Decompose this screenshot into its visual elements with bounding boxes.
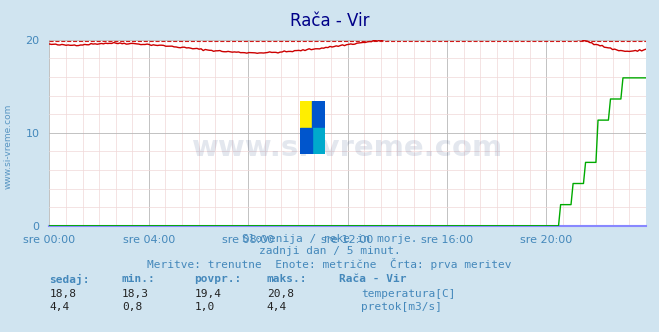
Text: temperatura[C]: temperatura[C]	[361, 289, 455, 299]
Text: 0,8: 0,8	[122, 302, 142, 312]
Text: Meritve: trenutne  Enote: metrične  Črta: prva meritev: Meritve: trenutne Enote: metrične Črta: …	[147, 258, 512, 270]
Text: www.si-vreme.com: www.si-vreme.com	[3, 103, 13, 189]
Text: Rača - Vir: Rača - Vir	[339, 274, 407, 284]
Bar	[312, 101, 325, 128]
Bar	[312, 128, 325, 154]
Text: zadnji dan / 5 minut.: zadnji dan / 5 minut.	[258, 246, 401, 256]
Text: www.si-vreme.com: www.si-vreme.com	[192, 134, 503, 162]
Text: sedaj:: sedaj:	[49, 274, 90, 285]
Text: pretok[m3/s]: pretok[m3/s]	[361, 302, 442, 312]
Text: min.:: min.:	[122, 274, 156, 284]
Text: 19,4: 19,4	[194, 289, 221, 299]
Bar	[300, 128, 312, 154]
Text: 18,3: 18,3	[122, 289, 149, 299]
Bar	[300, 101, 312, 128]
Text: Slovenija / reke in morje.: Slovenija / reke in morje.	[242, 234, 417, 244]
Text: Rača - Vir: Rača - Vir	[290, 12, 369, 30]
Text: 20,8: 20,8	[267, 289, 294, 299]
Text: 1,0: 1,0	[194, 302, 215, 312]
Text: maks.:: maks.:	[267, 274, 307, 284]
Text: 18,8: 18,8	[49, 289, 76, 299]
Text: povpr.:: povpr.:	[194, 274, 242, 284]
Text: 4,4: 4,4	[49, 302, 70, 312]
Text: 4,4: 4,4	[267, 302, 287, 312]
